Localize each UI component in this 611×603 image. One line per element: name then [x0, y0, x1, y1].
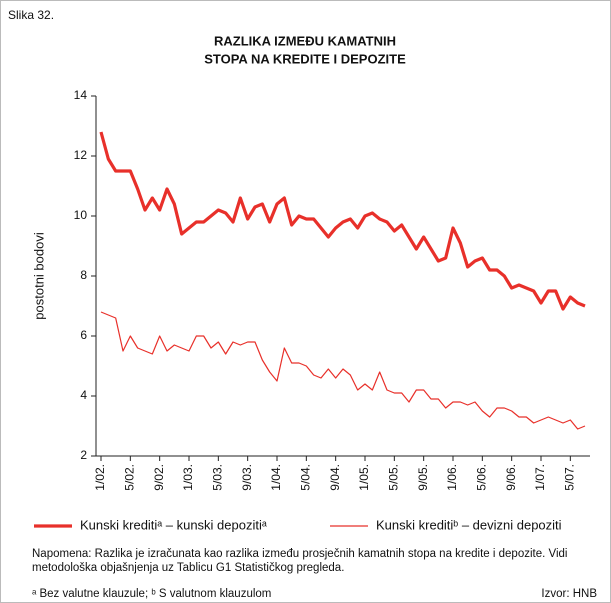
x-tick-label: 5/02.	[123, 464, 137, 491]
x-tick-label: 5/03.	[211, 464, 225, 491]
x-tick-label: 9/02.	[152, 464, 166, 491]
x-tick-label: 1/02.	[93, 464, 107, 491]
x-tick-label: 1/06.	[445, 464, 459, 491]
x-tick-label: 9/03.	[240, 464, 254, 491]
x-tick-label: 9/05.	[416, 464, 430, 491]
x-tick-label: 1/04.	[269, 464, 283, 491]
series-line	[100, 311, 586, 430]
y-tick-label: 2	[80, 448, 87, 462]
series-line	[99, 131, 586, 311]
legend-label: Kunski kreditiᵇ – devizni depoziti	[376, 517, 562, 532]
y-axis-label: postotni bodovi	[31, 232, 46, 320]
chart-title: RAZLIKA IZMEĐU KAMATNIH	[214, 33, 396, 48]
x-tick-label: 9/04.	[328, 464, 342, 491]
figure-label: Slika 32.	[8, 8, 54, 22]
y-tick-label: 10	[74, 208, 88, 222]
x-tick-label: 5/06.	[475, 464, 489, 491]
y-tick-label: 12	[74, 148, 88, 162]
x-tick-label: 9/06.	[504, 464, 518, 491]
source: Izvor: HNB	[541, 588, 597, 600]
y-tick-label: 6	[80, 328, 87, 342]
x-tick-label: 5/07.	[563, 464, 577, 491]
x-tick-label: 5/05.	[387, 464, 401, 491]
x-tick-label: 1/03.	[181, 464, 195, 491]
y-tick-label: 14	[74, 88, 88, 102]
x-tick-label: 1/05.	[357, 464, 371, 491]
y-tick-label: 4	[80, 388, 87, 402]
note: Napomena: Razlika je izračunata kao razl…	[32, 548, 568, 574]
chart-title: STOPA NA KREDITE I DEPOZITE	[204, 51, 406, 66]
footnote: ᵃ Bez valutne klauzule; ᵇ S valutnom kla…	[32, 588, 272, 600]
legend-label: Kunski kreditiᵃ – kunski depozitiᵃ	[80, 517, 267, 532]
x-tick-label: 1/07.	[533, 464, 547, 491]
x-tick-label: 5/04.	[299, 464, 313, 491]
y-tick-label: 8	[80, 268, 87, 282]
